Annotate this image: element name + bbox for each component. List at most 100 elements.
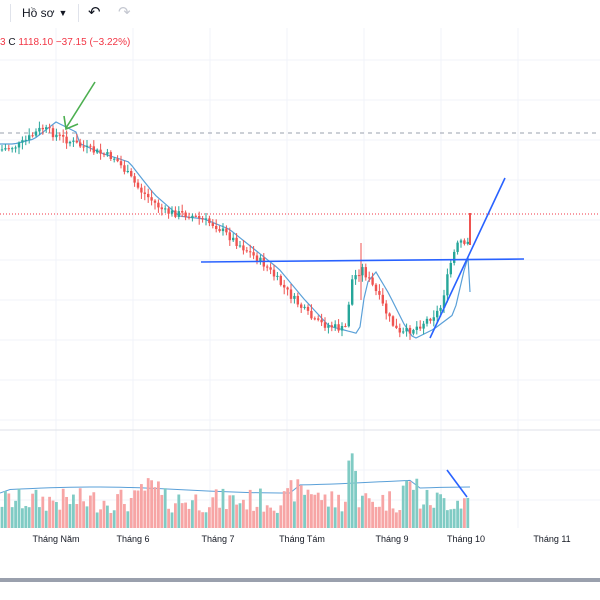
- volume-bar: [333, 507, 337, 528]
- volume-bar: [143, 490, 147, 528]
- volume-bar: [228, 495, 232, 528]
- volume-bar: [306, 489, 310, 528]
- candle-body: [160, 207, 163, 210]
- candle-body: [293, 295, 296, 299]
- uptrend-line[interactable]: [429, 177, 506, 339]
- volume-bar: [7, 493, 11, 528]
- candle-body: [72, 140, 75, 142]
- resistance-line[interactable]: [200, 258, 525, 263]
- candle-body: [106, 152, 109, 155]
- volume-bar: [68, 504, 72, 528]
- x-axis-label: Tháng Tám: [279, 534, 325, 544]
- volume-bar: [425, 489, 429, 528]
- volume-bar: [174, 503, 177, 528]
- footer-area: [0, 582, 600, 600]
- volume-bar: [221, 488, 225, 528]
- annotation-arrow[interactable]: [65, 81, 96, 129]
- candle-body: [296, 295, 299, 305]
- candle-body: [119, 161, 123, 166]
- scrollbar[interactable]: [0, 578, 600, 582]
- candle-body: [113, 158, 116, 160]
- volume-bar: [442, 498, 446, 528]
- undo-icon[interactable]: ↶: [88, 4, 101, 21]
- volume-bar: [418, 508, 422, 528]
- volume-bar: [398, 510, 402, 528]
- volume-bar: [282, 491, 286, 528]
- candle-body: [225, 228, 228, 233]
- candle-body: [238, 245, 242, 247]
- candle-body: [232, 237, 235, 241]
- candle-body: [459, 240, 463, 243]
- volume-bar: [153, 487, 157, 528]
- volume-trend-line[interactable]: [446, 469, 468, 498]
- candle-body: [45, 127, 48, 130]
- volume-bar: [432, 507, 436, 528]
- candle-body: [79, 142, 82, 147]
- candle-body: [164, 208, 167, 210]
- candle-body: [252, 252, 255, 256]
- candle-body: [58, 134, 61, 136]
- volume-bar: [252, 510, 255, 528]
- volume-bar: [167, 508, 170, 528]
- annotation-arrow-head: [63, 115, 79, 131]
- candle-body: [286, 287, 289, 290]
- volume-bar: [435, 492, 439, 528]
- candle-body: [249, 251, 252, 253]
- volume-bar: [211, 497, 215, 528]
- candle-body: [398, 327, 401, 333]
- profile-dropdown-button[interactable]: Hồ sơ ▼: [22, 4, 67, 22]
- candle-body: [221, 228, 225, 232]
- candle-body: [17, 142, 21, 148]
- volume-bar: [208, 507, 211, 528]
- volume-bar: [21, 508, 24, 528]
- candle-body: [62, 135, 65, 137]
- volume-bar: [265, 505, 269, 528]
- candle-body: [255, 255, 259, 262]
- volume-bar: [262, 511, 266, 528]
- volume-bar: [245, 509, 249, 528]
- candle-body: [153, 200, 157, 203]
- volume-bar: [102, 500, 106, 528]
- volume-bar: [323, 494, 327, 528]
- candle-body: [374, 284, 378, 292]
- volume-bar: [10, 507, 14, 528]
- candle-body: [130, 171, 133, 177]
- candle-body: [425, 318, 429, 324]
- candle-body: [218, 229, 221, 232]
- redo-icon[interactable]: ↷: [118, 4, 131, 21]
- volume-bar: [106, 505, 109, 528]
- candle-body: [419, 326, 422, 329]
- volume-bar: [48, 496, 51, 528]
- candle-body: [334, 324, 337, 328]
- volume-bar: [146, 478, 150, 528]
- candle-body: [405, 327, 408, 332]
- candle-body: [126, 171, 129, 173]
- candle-body: [7, 148, 10, 150]
- volume-bar: [289, 480, 293, 528]
- candle-body: [48, 127, 51, 129]
- volume-bar: [89, 495, 92, 528]
- candle-body: [184, 212, 187, 218]
- volume-bar: [38, 507, 41, 528]
- legend-prefix: 3: [0, 37, 6, 48]
- candle-body: [466, 241, 469, 244]
- candle-body: [211, 223, 214, 226]
- volume-bar: [350, 453, 354, 528]
- volume-bar: [112, 510, 116, 528]
- candle-body: [351, 279, 354, 305]
- volume-ma-line: [0, 479, 471, 494]
- volume-bar: [405, 480, 408, 528]
- candle-body: [272, 269, 276, 277]
- candle-body: [150, 197, 153, 201]
- volume-bar: [463, 498, 466, 528]
- candle-body: [235, 237, 238, 246]
- candle-body: [68, 141, 72, 144]
- volume-bar: [109, 512, 113, 528]
- volume-bar: [85, 506, 89, 528]
- volume-bar: [391, 508, 395, 528]
- candle-body: [102, 153, 106, 155]
- volume-bar: [384, 510, 388, 528]
- candle-body: [310, 310, 313, 319]
- volume-bar: [259, 488, 262, 528]
